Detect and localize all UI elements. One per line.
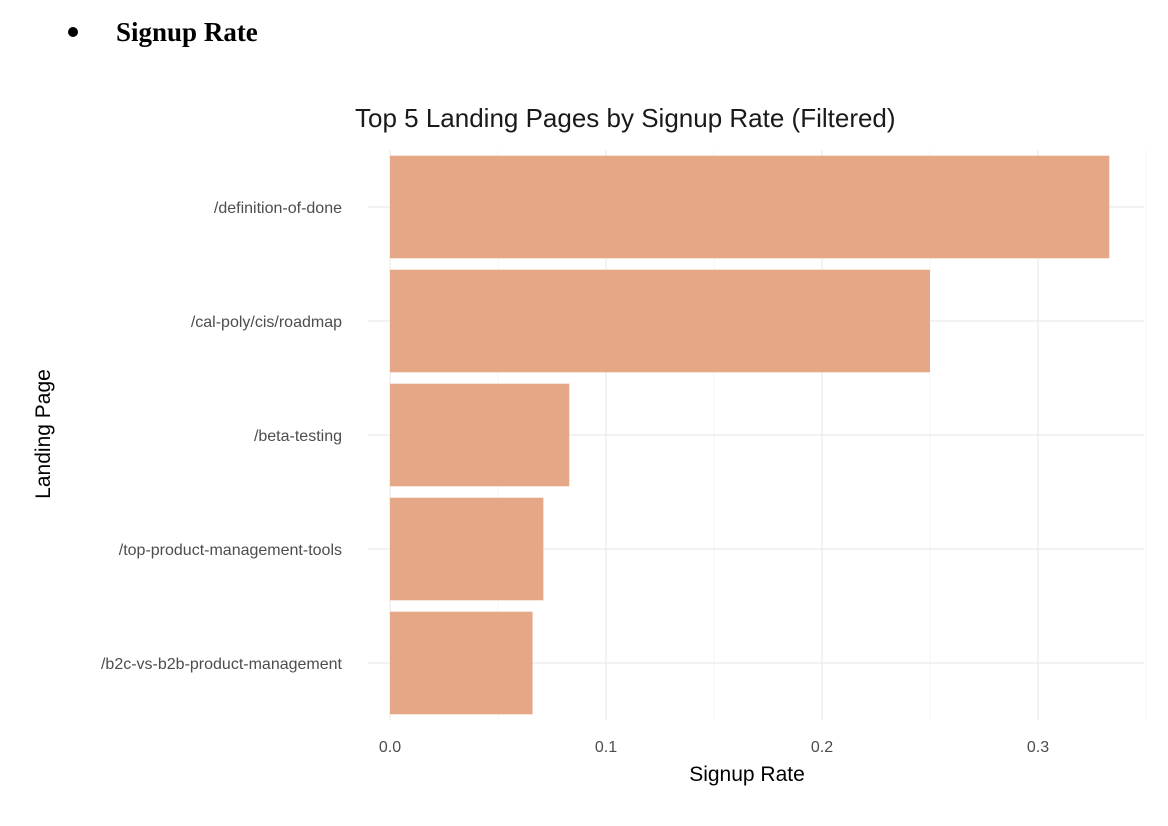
section-heading: Signup Rate [116,16,258,47]
bar [390,611,533,715]
y-tick-label: /b2c-vs-b2b-product-management [101,656,343,673]
y-axis-title: Landing Page [32,369,55,499]
y-tick-label: /top-product-management-tools [119,542,342,559]
bullet-icon [68,27,78,37]
y-tick-label: /definition-of-done [214,200,342,217]
bar [390,269,930,373]
bar [390,383,570,487]
y-tick-label: /cal-poly/cis/roadmap [191,314,342,331]
x-tick-label: 0.1 [595,739,617,756]
chart-title: Top 5 Landing Pages by Signup Rate (Filt… [355,103,896,133]
bars-layer [390,155,1110,715]
bar [390,155,1110,259]
x-tick-label: 0.2 [811,739,833,756]
bar [390,497,544,601]
x-tick-label: 0.0 [379,739,401,756]
x-tick-label: 0.3 [1027,739,1049,756]
y-tick-label: /beta-testing [254,428,342,445]
section-heading-row: Signup Rate [60,10,258,54]
labels-layer: 0.0 0.1 0.2 0.3/definition-of-done/cal-poly… [101,200,1049,756]
x-axis-title: Signup Rate [689,763,805,786]
